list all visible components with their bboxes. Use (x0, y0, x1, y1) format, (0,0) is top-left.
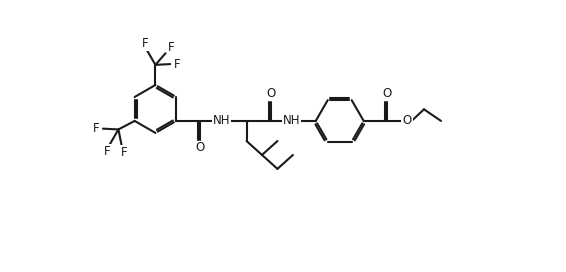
Text: F: F (104, 145, 111, 158)
Text: NH: NH (283, 115, 301, 127)
Text: O: O (266, 87, 275, 100)
Text: F: F (121, 146, 128, 159)
Text: NH: NH (213, 115, 230, 127)
Text: F: F (168, 41, 174, 54)
Text: O: O (382, 87, 392, 100)
Text: F: F (142, 37, 149, 50)
Text: F: F (93, 122, 99, 135)
Text: F: F (174, 58, 181, 71)
Text: O: O (195, 141, 205, 154)
Text: O: O (402, 115, 411, 127)
